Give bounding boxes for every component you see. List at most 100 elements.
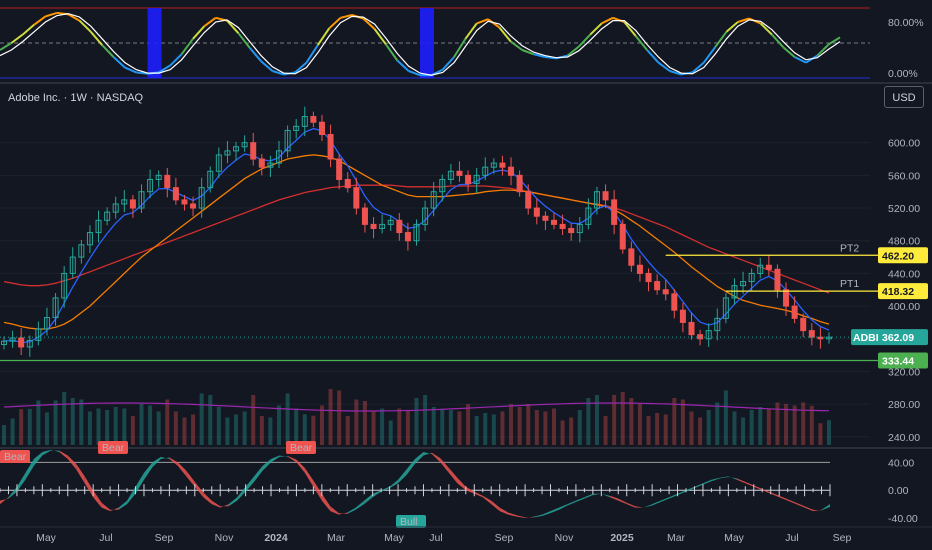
- chart-title: Adobe Inc. · 1W · NASDAQ: [8, 92, 144, 104]
- stoch-k-segment: [794, 56, 807, 64]
- price-tick-320: 320.00: [888, 366, 920, 378]
- volume-bar: [543, 411, 548, 445]
- osc-fill-segment: [84, 476, 94, 498]
- candle: [224, 141, 231, 164]
- stoch-tick-0: 0.00%: [888, 68, 918, 80]
- osc-fill-segment: [499, 507, 509, 515]
- volume-bar: [208, 395, 213, 445]
- volume-bar: [148, 405, 153, 445]
- candle-body: [456, 170, 463, 176]
- volume-bar: [354, 399, 359, 445]
- osc-fill-segment: [364, 493, 373, 505]
- candle: [233, 141, 240, 161]
- candle-body: [576, 223, 583, 234]
- osc-fill-segment: [753, 485, 763, 491]
- candle-body: [783, 289, 790, 307]
- stoch-k-segment: [248, 47, 262, 62]
- candle: [1, 336, 7, 350]
- volume-bar: [784, 404, 789, 445]
- stoch-k-segment: [510, 40, 523, 51]
- volume-bar: [698, 417, 703, 445]
- candle-body: [774, 268, 781, 291]
- candle: [576, 217, 583, 243]
- stochastic-rsi-pane[interactable]: [0, 7, 932, 84]
- volume-bar: [586, 398, 591, 445]
- osc-fill-segment: [186, 470, 195, 487]
- candle-body: [318, 121, 325, 136]
- osc-fill-segment: [135, 472, 144, 494]
- price-pane[interactable]: PT2 PT1 ADBE: [0, 106, 932, 449]
- momentum-oscillator-pane[interactable]: Bear Bear Bear Bull: [0, 441, 831, 528]
- currency-button[interactable]: USD: [884, 86, 924, 108]
- candle-body: [499, 162, 506, 168]
- candle: [198, 177, 205, 218]
- candle: [18, 328, 25, 356]
- stoch-k-segment: [10, 33, 24, 44]
- osc-fill-segment: [406, 458, 415, 475]
- volume-bar: [19, 409, 24, 445]
- sma-mid-line: [3, 154, 830, 330]
- osc-fill-segment: [660, 497, 670, 503]
- stoch-k-segment: [260, 60, 274, 72]
- stoch-k-segment: [828, 36, 841, 46]
- candle-body: [740, 281, 747, 287]
- candle: [619, 219, 626, 254]
- candle-body: [379, 223, 386, 229]
- volume-bar: [36, 400, 41, 445]
- volume-bar: [10, 418, 15, 445]
- candle: [688, 312, 695, 340]
- candle-body: [104, 211, 111, 221]
- candle: [705, 323, 712, 347]
- candle-body: [301, 116, 308, 127]
- stoch-k-segment: [646, 49, 660, 64]
- level-tag-bg-1: [878, 283, 928, 300]
- stoch-k-segment: [33, 15, 47, 26]
- osc-fill-segment: [702, 479, 712, 485]
- price-tick-280: 280.00: [888, 399, 920, 411]
- candle-body: [353, 187, 360, 209]
- volume-bar: [96, 408, 101, 445]
- volume-bar: [319, 405, 324, 445]
- candle: [800, 313, 807, 338]
- candle-body: [86, 232, 93, 246]
- candle: [533, 198, 540, 225]
- volume-bar: [302, 414, 307, 445]
- level-label-PT1: PT1: [840, 278, 859, 290]
- osc-fill-segment: [550, 507, 559, 514]
- osc-fill-segment: [491, 500, 500, 512]
- candle-body: [396, 219, 403, 234]
- stoch-k-segment: [294, 61, 308, 74]
- volume-bar: [405, 410, 410, 445]
- osc-fill-segment: [118, 500, 128, 510]
- volume-bar: [723, 390, 728, 445]
- candle-body: [525, 191, 532, 209]
- stoch-k-segment: [498, 26, 512, 43]
- osc-fill-segment: [101, 502, 111, 512]
- volume-bar: [242, 411, 247, 445]
- volume-bar: [517, 407, 522, 445]
- candle-body: [800, 317, 807, 332]
- candle: [267, 155, 274, 177]
- candle: [508, 157, 515, 186]
- candle: [26, 335, 33, 357]
- stoch-k-segment: [396, 59, 410, 72]
- candle: [207, 166, 214, 193]
- candle: [465, 170, 472, 192]
- osc-fill-segment: [296, 459, 305, 473]
- osc-fill-segment: [93, 490, 102, 508]
- volume-bar: [474, 416, 479, 445]
- candle: [121, 190, 128, 213]
- osc-fill-segment: [59, 450, 68, 459]
- candle-body: [465, 174, 472, 185]
- stoch-k-segment: [691, 61, 705, 74]
- candle-body: [551, 219, 557, 225]
- candle-body: [542, 215, 549, 221]
- candle-body: [757, 264, 764, 274]
- volume-bar: [268, 417, 273, 445]
- stoch-k-segment: [771, 33, 784, 48]
- osc-fill-segment: [220, 504, 229, 508]
- candle-body: [284, 129, 291, 152]
- osc-fill-segment: [779, 495, 788, 501]
- candle: [147, 169, 154, 199]
